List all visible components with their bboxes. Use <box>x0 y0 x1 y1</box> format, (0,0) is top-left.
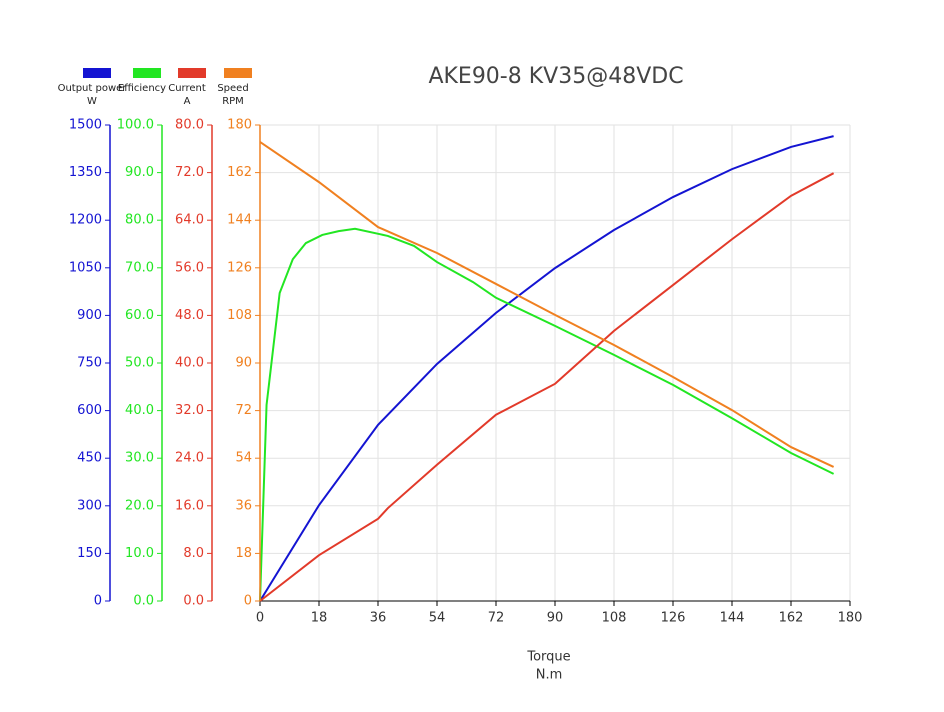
x-tick-label: 180 <box>838 611 863 626</box>
y-tick-label: 108 <box>227 308 252 323</box>
y-tick-label: 0.0 <box>183 594 204 609</box>
y-tick-label: 0.0 <box>133 594 154 609</box>
y-tick-label: 0 <box>94 594 102 609</box>
y-tick-label: 8.0 <box>183 546 204 561</box>
series-line <box>259 172 835 602</box>
y-tick-label: 40.0 <box>125 403 154 418</box>
y-tick-label: 18 <box>235 546 252 561</box>
x-tick-label: 72 <box>488 611 505 626</box>
legend-swatch <box>83 68 111 78</box>
y-tick-label: 1350 <box>69 165 102 180</box>
legend-label: Current <box>168 83 206 94</box>
series-line <box>259 141 835 468</box>
legend-label: Efficiency <box>118 83 166 94</box>
y-tick-label: 600 <box>77 403 102 418</box>
legend-swatch <box>178 68 206 78</box>
y-tick-label: 32.0 <box>175 403 204 418</box>
y-tick-label: 90.0 <box>125 165 154 180</box>
x-tick-label: 36 <box>370 611 387 626</box>
y-tick-label: 70.0 <box>125 260 154 275</box>
x-tick-label: 108 <box>602 611 627 626</box>
legend-swatch <box>133 68 161 78</box>
y-tick-label: 450 <box>77 451 102 466</box>
legend-unit: W <box>87 96 97 107</box>
y-tick-label: 60.0 <box>125 308 154 323</box>
y-tick-label: 80.0 <box>125 213 154 228</box>
y-tick-label: 150 <box>77 546 102 561</box>
y-tick-label: 1200 <box>69 213 102 228</box>
y-tick-label: 162 <box>227 165 252 180</box>
legend-label: Output power <box>58 83 128 94</box>
legend-swatch <box>224 68 252 78</box>
y-tick-label: 750 <box>77 356 102 371</box>
y-tick-label: 54 <box>235 451 252 466</box>
series-line <box>259 135 834 602</box>
x-tick-label: 18 <box>311 611 328 626</box>
y-tick-label: 144 <box>227 213 252 228</box>
y-tick-label: 100.0 <box>117 118 154 133</box>
x-tick-label: 54 <box>429 611 446 626</box>
x-tick-label: 90 <box>547 611 564 626</box>
x-tick-label: 0 <box>256 611 264 626</box>
y-tick-label: 1050 <box>69 260 102 275</box>
y-tick-label: 20.0 <box>125 498 154 513</box>
series-line <box>259 227 835 602</box>
y-tick-label: 72.0 <box>175 165 204 180</box>
y-tick-label: 40.0 <box>175 356 204 371</box>
y-tick-label: 72 <box>235 403 252 418</box>
x-axis-label: Torque <box>526 650 570 665</box>
legend-label: Speed <box>217 83 248 94</box>
y-tick-label: 1500 <box>69 118 102 133</box>
y-tick-label: 36 <box>235 498 252 513</box>
y-tick-label: 300 <box>77 498 102 513</box>
legend-unit: RPM <box>222 96 244 107</box>
y-tick-label: 56.0 <box>175 260 204 275</box>
y-tick-label: 50.0 <box>125 356 154 371</box>
chart-title: AKE90-8 KV35@48VDC <box>428 64 683 89</box>
y-tick-label: 0 <box>244 594 252 609</box>
x-tick-label: 162 <box>779 611 804 626</box>
legend-unit: A <box>184 96 191 107</box>
x-tick-label: 126 <box>661 611 686 626</box>
y-tick-label: 64.0 <box>175 213 204 228</box>
y-tick-label: 126 <box>227 260 252 275</box>
y-tick-label: 80.0 <box>175 118 204 133</box>
y-tick-label: 16.0 <box>175 498 204 513</box>
y-tick-label: 900 <box>77 308 102 323</box>
y-tick-label: 30.0 <box>125 451 154 466</box>
x-axis-unit: N.m <box>536 668 563 683</box>
y-tick-label: 10.0 <box>125 546 154 561</box>
y-tick-label: 90 <box>235 356 252 371</box>
y-tick-label: 48.0 <box>175 308 204 323</box>
x-tick-label: 144 <box>720 611 745 626</box>
y-tick-label: 180 <box>227 118 252 133</box>
y-tick-label: 24.0 <box>175 451 204 466</box>
